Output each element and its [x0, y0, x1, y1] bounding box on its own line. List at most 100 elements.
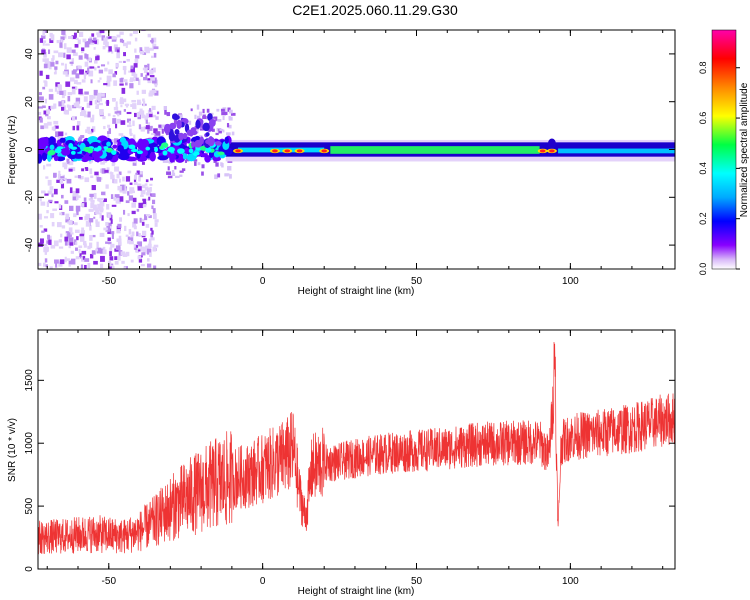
noise-speck [166, 159, 169, 163]
noise-speck [66, 47, 72, 53]
noise-speck [76, 125, 80, 131]
noise-speck [44, 216, 49, 219]
noise-speck [121, 87, 126, 94]
noise-speck [95, 221, 100, 227]
noise-speck [91, 33, 95, 37]
noise-speck [103, 198, 107, 202]
noise-speck [51, 221, 55, 227]
noise-speck [198, 123, 203, 128]
noise-speck [122, 42, 127, 47]
noise-speck [79, 236, 85, 242]
ridge-fringe [195, 119, 201, 129]
noise-speck [87, 130, 92, 135]
ridge-fringe [207, 113, 213, 122]
noise-speck [138, 249, 143, 252]
noise-speck [142, 246, 148, 253]
noise-speck [97, 97, 103, 102]
noise-speck [61, 92, 65, 99]
noise-speck [41, 49, 46, 55]
noise-speck [76, 236, 79, 241]
ridge-blob-bright [83, 146, 91, 152]
noise-speck [150, 237, 155, 241]
ridge-blob [48, 136, 56, 145]
noise-speck [99, 232, 105, 237]
noise-speck [142, 67, 146, 71]
noise-speck [93, 37, 97, 41]
noise-speck [71, 58, 75, 65]
noise-speck [196, 115, 201, 121]
noise-speck [71, 221, 75, 225]
noise-speck [78, 136, 83, 140]
noise-speck [93, 192, 97, 199]
noise-speck [53, 126, 56, 132]
noise-speck [67, 95, 71, 102]
ridge-core [238, 147, 325, 153]
noise-speck [49, 235, 52, 241]
noise-speck [128, 70, 131, 73]
noise-speck [136, 208, 140, 212]
noise-speck [143, 238, 147, 242]
noise-speck [50, 245, 56, 249]
noise-speck [148, 112, 153, 118]
noise-speck [82, 255, 86, 260]
noise-speck [179, 170, 184, 173]
noise-speck [154, 222, 158, 227]
ridge-peak [296, 149, 303, 153]
noise-speck [100, 248, 104, 254]
noise-speck [84, 114, 89, 118]
noise-speck [135, 77, 139, 81]
noise-speck [84, 61, 89, 67]
noise-speck [138, 259, 143, 263]
noise-speck [99, 212, 102, 219]
noise-speck [127, 236, 130, 241]
noise-speck [85, 168, 89, 171]
noise-speck [114, 256, 118, 260]
noise-speck [95, 209, 100, 215]
noise-speck [147, 80, 152, 84]
noise-speck [201, 171, 204, 176]
noise-speck [55, 131, 60, 138]
noise-speck [109, 262, 112, 267]
noise-speck [108, 36, 112, 39]
noise-speck [173, 119, 178, 125]
noise-speck [71, 86, 76, 89]
noise-speck [134, 112, 137, 118]
noise-speck [215, 162, 219, 167]
noise-speck [220, 162, 223, 167]
noise-speck [111, 233, 114, 240]
noise-speck [190, 108, 193, 112]
snr-ytick-label: 1000 [24, 432, 35, 455]
noise-speck [179, 174, 183, 177]
noise-speck [74, 229, 80, 233]
noise-speck [70, 250, 74, 254]
noise-speck [45, 43, 50, 46]
noise-speck [132, 197, 137, 203]
noise-speck [111, 266, 115, 269]
noise-speck [93, 89, 98, 96]
ridge-blob [204, 154, 211, 163]
noise-speck [135, 172, 138, 175]
noise-speck [148, 241, 152, 247]
noise-speck [118, 250, 123, 256]
noise-speck [194, 161, 197, 166]
ridge-fringe [208, 118, 216, 127]
noise-speck [54, 86, 58, 92]
noise-speck [138, 124, 142, 130]
ridge-blob-bright [188, 148, 194, 154]
noise-speck [48, 94, 54, 100]
noise-speck [141, 252, 146, 256]
colorbar-tick-label: 0.8 [698, 61, 708, 74]
noise-speck [217, 173, 221, 178]
noise-speck [119, 83, 124, 86]
noise-speck [135, 245, 139, 251]
noise-speck [123, 52, 126, 57]
noise-speck [87, 38, 93, 45]
ridge-blob-bright [145, 146, 151, 151]
ridge-blob-bright [111, 150, 117, 155]
noise-speck [127, 213, 130, 217]
noise-speck [43, 123, 49, 129]
noise-speck [131, 79, 136, 82]
noise-speck [119, 38, 124, 43]
noise-speck [107, 124, 111, 128]
noise-speck [134, 58, 139, 64]
